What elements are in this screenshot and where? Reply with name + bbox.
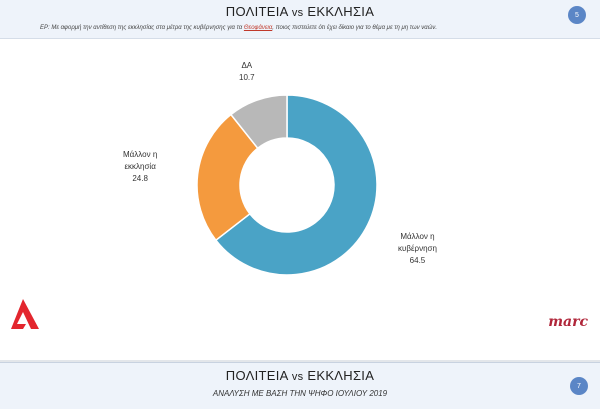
footer-title-text-2: ΕΚΚΛΗΣΙΑ bbox=[303, 368, 375, 383]
slice-label-2: ΔΑ 10.7 bbox=[239, 60, 255, 84]
footer-title: ΠΟΛΙΤΕΙΑ vs ΕΚΚΛΗΣΙΑ bbox=[0, 368, 600, 383]
donut-chart-svg bbox=[196, 94, 378, 276]
question-part-2: , ποιος πιστεύετε ότι έχει δίκαιο για το… bbox=[272, 25, 438, 31]
donut-slice-0[interactable] bbox=[214, 94, 378, 276]
slice-label-text: ΔΑ bbox=[241, 61, 253, 70]
slice-value-label: 24.8 bbox=[132, 174, 148, 183]
slice-label-1: Μάλλον η εκκλησία 24.8 bbox=[123, 149, 157, 185]
title-text-2: ΕΚΚΛΗΣΙΑ bbox=[303, 4, 375, 19]
slide-header: ΠΟΛΙΤΕΙΑ vs ΕΚΚΛΗΣΙΑ ΕΡ: Με αφορμή την α… bbox=[0, 0, 600, 39]
donut-slice-2[interactable] bbox=[229, 94, 288, 150]
donut-slice-1[interactable] bbox=[196, 113, 259, 242]
slide-title: ΠΟΛΙΤΕΙΑ vs ΕΚΚΛΗΣΙΑ bbox=[0, 4, 600, 19]
next-slide-footer: ΠΟΛΙΤΕΙΑ vs ΕΚΚΛΗΣΙΑ ΑΝΑΛΥΣΗ ΜΕ ΒΑΣΗ ΤΗΝ… bbox=[0, 362, 600, 409]
title-text-1: ΠΟΛΙΤΕΙΑ bbox=[225, 4, 292, 19]
marc-logo: marc bbox=[548, 314, 588, 330]
slice-label-text: εκκλησία bbox=[124, 162, 156, 171]
footer-subtitle: ΑΝΑΛΥΣΗ ΜΕ ΒΑΣΗ ΤΗΝ ΨΗΦΟ ΙΟΥΛΙΟΥ 2019 bbox=[212, 389, 388, 398]
question-part-1: ΕΡ: Με αφορμή την αντίθεση της εκκλησίας… bbox=[40, 25, 244, 31]
footer-page-number-badge[interactable]: 7 bbox=[570, 377, 588, 395]
question-highlight: Θεοφάνεια bbox=[243, 25, 273, 31]
slide: ΠΟΛΙΤΕΙΑ vs ΕΚΚΛΗΣΙΑ ΕΡ: Με αφορμή την α… bbox=[0, 0, 600, 360]
slice-label-text: Μάλλον η bbox=[400, 232, 435, 241]
footer-title-text-1: ΠΟΛΙΤΕΙΑ bbox=[225, 368, 292, 383]
title-vs: vs bbox=[291, 7, 304, 19]
slice-value-label: 10.7 bbox=[239, 73, 255, 82]
question-text: ΕΡ: Με αφορμή την αντίθεση της εκκλησίας… bbox=[40, 25, 437, 31]
slice-label-text: Μάλλον η bbox=[123, 150, 158, 159]
slice-label-text: κυβέρνηση bbox=[398, 244, 437, 253]
donut-chart: Μάλλον η κυβέρνηση 64.5 Μάλλον η εκκλησία 24.… bbox=[0, 40, 600, 320]
page-number-badge[interactable]: 5 bbox=[568, 6, 586, 24]
alpha-logo bbox=[10, 298, 40, 335]
slice-label-0: Μάλλον η κυβέρνηση 64.5 bbox=[398, 231, 437, 267]
slice-value-label: 64.5 bbox=[409, 256, 426, 265]
footer-title-vs: vs bbox=[291, 371, 304, 383]
